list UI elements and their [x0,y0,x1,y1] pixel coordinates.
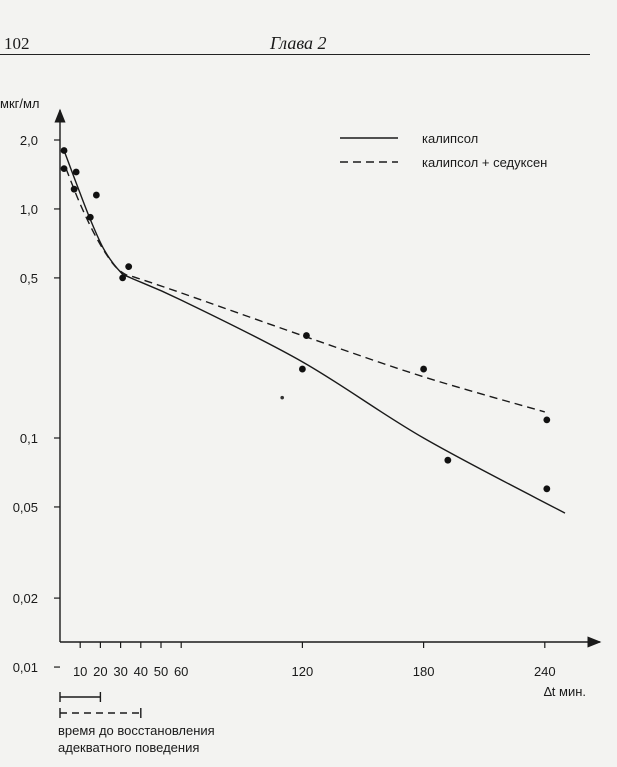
series-line-2 [65,168,545,413]
running-head: Глава 2 [270,33,327,53]
recovery-caption-line-2: адекватного поведения [58,740,199,755]
y-tick-label: 2,0 [20,133,38,148]
data-point-series-2 [60,165,68,173]
y-tick-label: 0,05 [13,500,38,515]
x-tick-label: 180 [413,664,435,679]
data-point-series-2 [303,332,310,339]
y-tick-label: 1,0 [20,202,38,217]
x-tick-label: 40 [134,664,148,679]
data-point-series-1 [92,191,100,199]
y-tick-label: 0,5 [20,271,38,286]
data-point-series-1 [299,365,306,373]
y-axis-label: мкг/мл [0,96,40,111]
x-tick-label: 30 [113,664,127,679]
x-tick-label: 60 [174,664,188,679]
x-tick-label: 240 [534,664,556,679]
y-tick-label: 0,02 [13,591,38,606]
page-number: 102 [4,34,30,53]
legend-label-1: калипсол [422,131,478,146]
data-point-series-2 [543,416,551,424]
x-tick-label: 50 [154,664,168,679]
data-point-series-1 [444,456,452,464]
x-tick-label: 120 [292,664,314,679]
x-axis-label: ∆t мин. [544,684,586,699]
series-line-1 [63,150,566,514]
data-point-series-2 [420,365,427,373]
stray-point [280,395,285,400]
recovery-caption-line-1: время до восстановления [58,723,215,738]
header-rule [0,54,590,55]
data-point-series-1 [543,485,551,493]
y-tick-label: 0,1 [20,431,38,446]
y-tick-label: 0,01 [13,660,38,675]
data-point-series-1 [60,147,68,154]
legend-label-2: калипсол + седуксен [422,155,547,170]
x-tick-label: 10 [73,664,87,679]
data-point-series-2 [70,185,78,193]
data-point-series-2 [125,263,133,271]
data-point-series-2 [86,213,94,221]
data-point-series-1 [119,274,127,282]
x-tick-label: 20 [93,664,107,679]
data-point-series-1 [72,168,80,176]
